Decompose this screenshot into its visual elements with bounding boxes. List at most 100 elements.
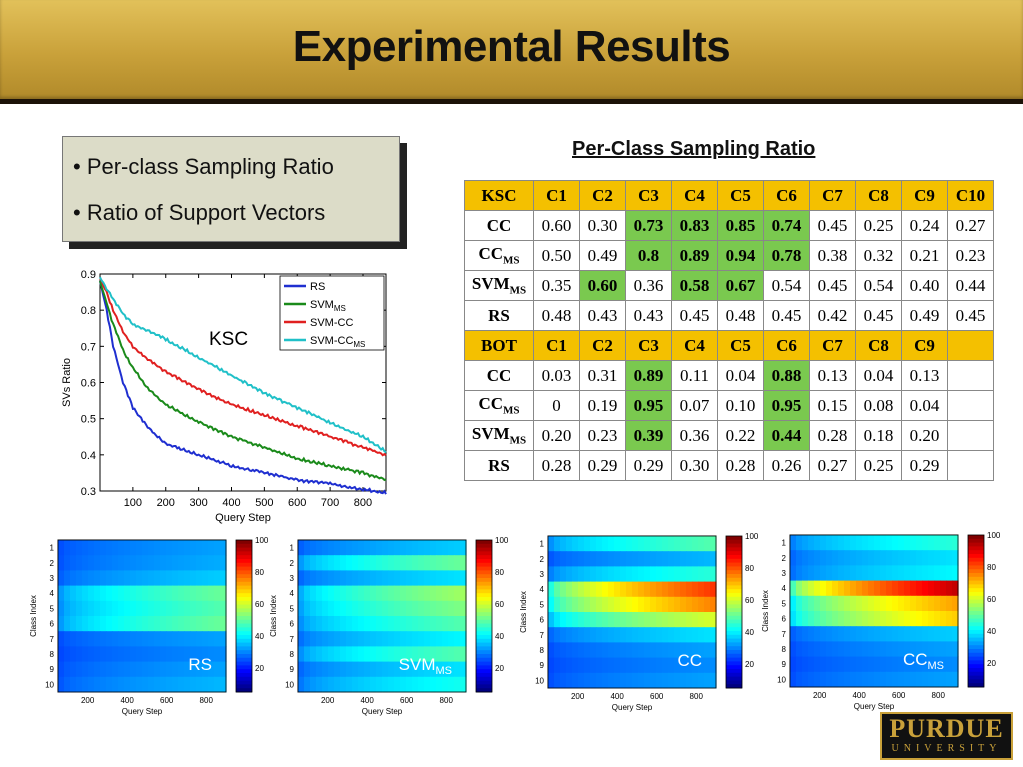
colorbar-segment xyxy=(476,612,492,617)
heatmap-cell xyxy=(88,661,95,678)
table-cell: 0.45 xyxy=(671,300,718,331)
table-row-label: CC xyxy=(464,210,534,241)
heatmap-cell xyxy=(916,550,923,566)
colorbar-segment xyxy=(968,683,984,688)
heatmap-cell xyxy=(436,616,443,632)
colorbar-segment xyxy=(968,554,984,559)
heatmap-cell xyxy=(820,641,827,657)
colorbar-segment xyxy=(476,638,492,644)
heatmap-cell xyxy=(548,642,555,658)
heatmap-cell xyxy=(184,585,191,602)
heatmap-cell xyxy=(94,570,101,586)
table-cell: 0.27 xyxy=(947,210,994,241)
heatmap-label: CC xyxy=(677,651,702,670)
heatmap-cell xyxy=(910,595,917,612)
colorbar-segment xyxy=(968,607,984,612)
heatmap-cell xyxy=(352,631,359,647)
colorbar-segment xyxy=(968,645,984,650)
table-cell: 0.28 xyxy=(533,450,580,481)
heatmap-cell xyxy=(364,600,371,617)
colorbar-segment xyxy=(726,676,742,681)
colorbar-segment xyxy=(968,546,984,551)
heatmap-cell xyxy=(826,535,833,551)
colorbar-segment xyxy=(236,547,252,552)
heatmap-cell xyxy=(928,535,935,551)
heatmap-cell xyxy=(124,570,131,586)
heatmap-cell xyxy=(136,570,143,586)
heatmap-cell xyxy=(322,646,329,662)
colorbar-segment xyxy=(236,657,252,663)
heatmap-cell xyxy=(298,661,305,678)
heatmap-cell xyxy=(160,661,167,678)
heatmap-cell xyxy=(680,566,687,582)
x-tick-label: 600 xyxy=(288,497,306,509)
heatmap-cell xyxy=(578,672,585,689)
heatmap-cell xyxy=(196,570,203,586)
heatmap-cell xyxy=(614,596,621,613)
colorbar-segment xyxy=(476,665,492,670)
heatmap-cell xyxy=(674,612,681,628)
heatmap-cell xyxy=(554,566,561,582)
heatmap-cell xyxy=(382,585,389,602)
colorbar-segment xyxy=(968,614,984,620)
heatmap-cell xyxy=(934,565,941,581)
heatmap-cell xyxy=(572,672,579,689)
heatmap-cell xyxy=(190,646,197,662)
table-row-label: CC xyxy=(464,360,534,391)
bullet-sampling-ratio: • Per-class Sampling Ratio xyxy=(73,154,334,179)
heatmap-cell xyxy=(620,551,627,567)
heatmap-cell xyxy=(202,555,209,571)
colorbar-segment xyxy=(968,649,984,654)
heatmap-cell xyxy=(118,585,125,602)
heatmap-cell xyxy=(358,631,365,647)
heatmap-cell xyxy=(892,550,899,566)
heatmap-cell xyxy=(602,596,609,613)
heatmap-cell xyxy=(626,536,633,552)
heatmap-cell xyxy=(406,631,413,647)
colorbar-segment xyxy=(968,576,984,582)
heatmap-cell xyxy=(82,555,89,571)
y-tick-label: 4 xyxy=(50,589,55,598)
colorbar-segment xyxy=(236,608,252,613)
heatmap-cell xyxy=(590,627,597,643)
heatmap-cell xyxy=(328,631,335,647)
heatmap-cell xyxy=(790,611,797,627)
heatmap-cell xyxy=(346,540,353,556)
heatmap-cell xyxy=(118,600,125,617)
colorbar-segment xyxy=(968,550,984,555)
heatmap-cell xyxy=(208,585,215,602)
heatmap-cell xyxy=(802,535,809,551)
heatmap-cell xyxy=(202,646,209,662)
heatmap-cell xyxy=(94,585,101,602)
heatmap-cell xyxy=(70,540,77,556)
heatmap-cell xyxy=(112,676,119,693)
heatmap-cell xyxy=(850,626,857,642)
table-cell: 0.29 xyxy=(625,450,672,481)
table-row: SVMMS 0.35 0.60 0.36 0.58 0.67 0.54 0.45 0.54 0.4… xyxy=(464,270,994,301)
heatmap-cell xyxy=(886,641,893,657)
heatmap-cell xyxy=(424,540,431,556)
heatmap-cell xyxy=(862,535,869,551)
heatmap-cell xyxy=(698,596,705,613)
heatmap-cell xyxy=(100,570,107,586)
heatmap-cell xyxy=(560,536,567,552)
heatmap-frame xyxy=(57,539,227,693)
colorbar-segment xyxy=(726,562,742,567)
colorbar-segment xyxy=(236,631,252,636)
heatmap-cell xyxy=(190,600,197,617)
colorbar-segment xyxy=(236,555,252,560)
colorbar-segment xyxy=(968,637,984,642)
heatmap-cell xyxy=(154,570,161,586)
heatmap-cell xyxy=(148,570,155,586)
y-tick-label: 8 xyxy=(782,645,787,654)
heatmap-cell xyxy=(64,555,71,571)
heatmap-cell xyxy=(418,555,425,571)
heatmap-cell xyxy=(346,600,353,617)
heatmap-cell xyxy=(814,656,821,673)
heatmap-cell xyxy=(710,551,717,567)
table-header-cell: C5 xyxy=(717,330,764,361)
heatmap-cell xyxy=(632,612,639,628)
heatmap-cell xyxy=(70,616,77,632)
